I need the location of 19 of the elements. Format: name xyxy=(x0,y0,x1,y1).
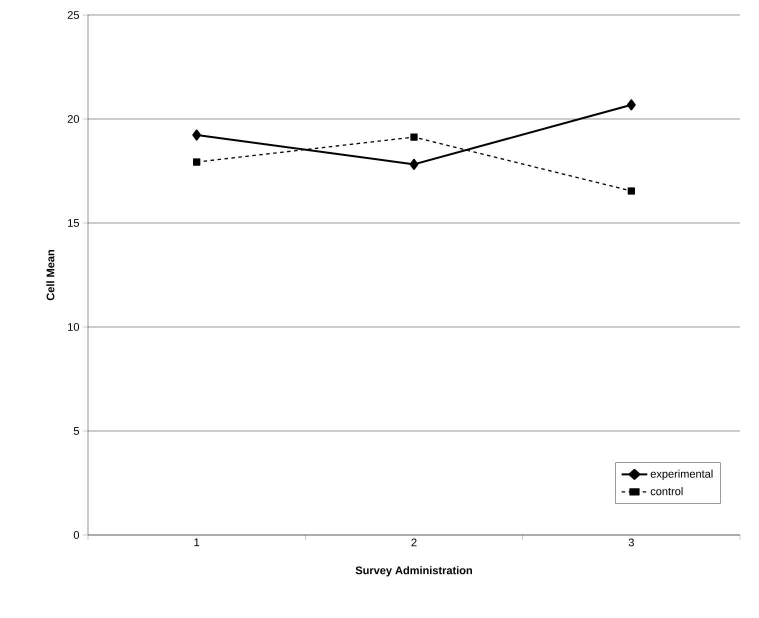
y-tick-label: 20 xyxy=(68,115,80,123)
legend-label: control xyxy=(650,487,683,496)
y-tick-label: 25 xyxy=(68,11,79,19)
point xyxy=(628,187,635,195)
point xyxy=(410,133,418,141)
point xyxy=(192,130,202,141)
y-tick-label: 15 xyxy=(68,219,79,227)
x-tick-label: 1 xyxy=(194,538,200,546)
x-tick-label: 2 xyxy=(411,538,417,546)
y-tick-label: 0 xyxy=(74,531,80,539)
x-tick-label: 3 xyxy=(628,538,634,546)
x-axis-title: Survey Administration xyxy=(356,566,472,576)
y-tick-label: 10 xyxy=(68,323,80,331)
y-tick-label: 5 xyxy=(74,427,79,435)
point xyxy=(193,158,200,166)
legend-label: experimental xyxy=(650,470,713,480)
point xyxy=(410,158,418,170)
y-axis-title: Cell Mean xyxy=(46,250,54,300)
point xyxy=(626,99,636,110)
